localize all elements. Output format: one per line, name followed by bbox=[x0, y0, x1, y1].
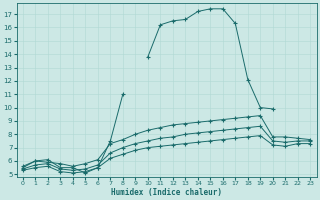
X-axis label: Humidex (Indice chaleur): Humidex (Indice chaleur) bbox=[111, 188, 222, 197]
